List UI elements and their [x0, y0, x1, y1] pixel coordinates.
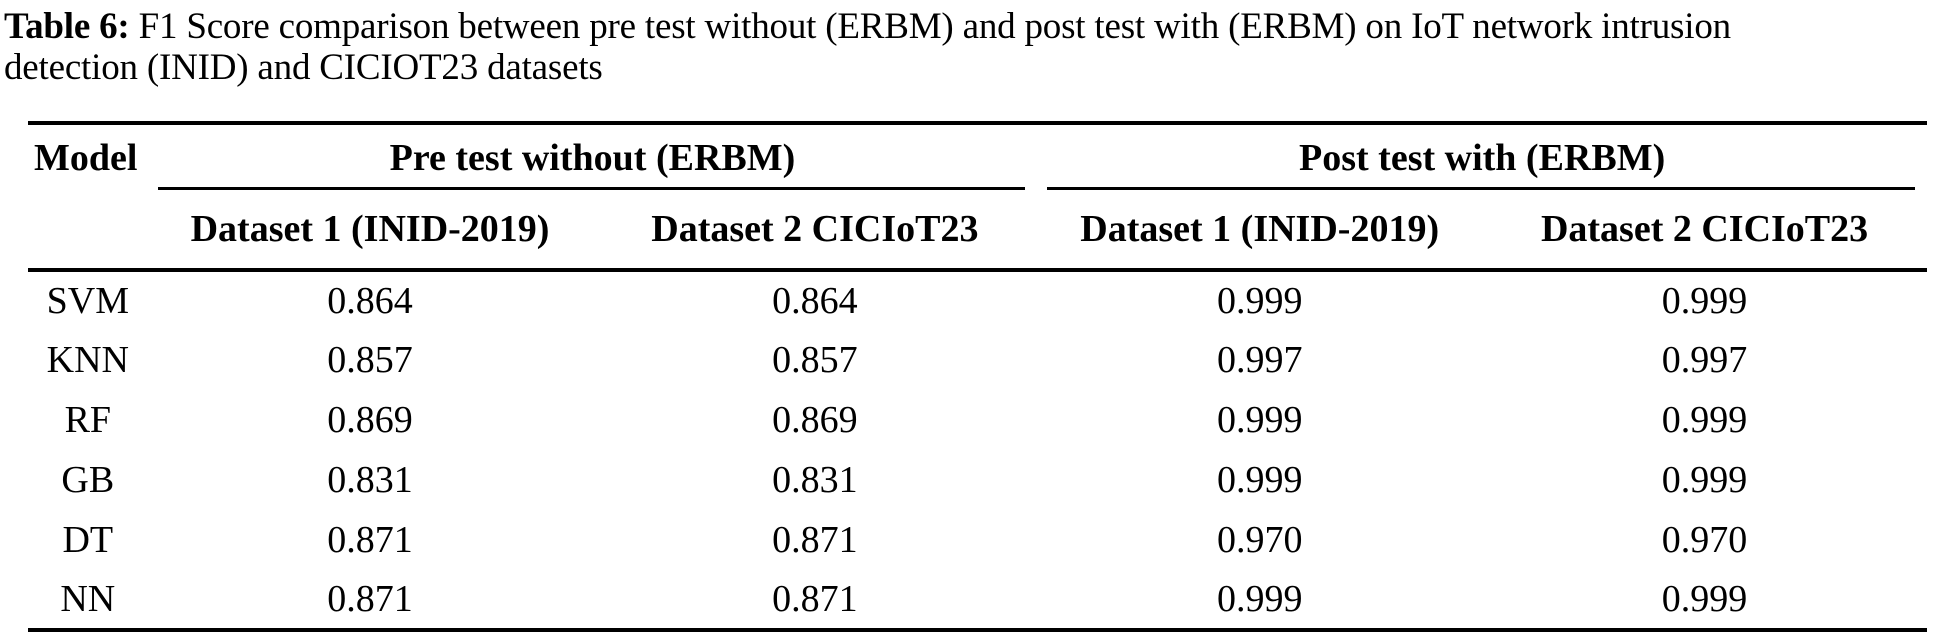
table-row-svm: SVM 0.864 0.864 0.999 0.999: [28, 270, 1927, 330]
group-header-pre-test: Pre test without (ERBM): [148, 123, 1038, 190]
f1-value: 0.831: [772, 459, 858, 501]
f1-value: 0.999: [1661, 280, 1748, 322]
table-caption-label: Table 6:: [4, 6, 130, 47]
f1-value: 0.970: [1661, 519, 1748, 561]
f1-value: 0.871: [327, 578, 413, 620]
table-row-gb: GB 0.831 0.831 0.999 0.999: [28, 450, 1927, 510]
f1-value: 0.997: [1661, 339, 1748, 381]
f1-value: 0.999: [1216, 399, 1303, 441]
f1-score-table: Model Pre test without (ERBM) Post test …: [28, 121, 1927, 632]
model-name: NN: [60, 578, 116, 620]
sub-header-post-dataset2: Dataset 2 CICIoT23: [1482, 190, 1927, 272]
model-name: RF: [64, 399, 112, 441]
f1-value: 0.970: [1216, 519, 1303, 561]
table-row-dt: DT 0.871 0.871 0.970 0.970: [28, 510, 1927, 570]
paper-page: Table 6: F1 Score comparison between pre…: [0, 6, 1954, 641]
model-name: KNN: [46, 339, 129, 381]
model-name: SVM: [46, 280, 129, 322]
f1-value: 0.999: [1216, 280, 1303, 322]
sub-header-pre-dataset1: Dataset 1 (INID-2019): [147, 190, 593, 272]
f1-value: 0.871: [327, 519, 413, 561]
model-name: DT: [62, 519, 114, 561]
table-caption: Table 6: F1 Score comparison between pre…: [4, 6, 1950, 88]
group-header-post-test: Post test with (ERBM): [1037, 123, 1927, 190]
f1-value: 0.999: [1216, 459, 1303, 501]
f1-value: 0.871: [772, 519, 858, 561]
sub-header-post-dataset1: Dataset 1 (INID-2019): [1037, 190, 1483, 272]
f1-value: 0.864: [772, 280, 858, 322]
f1-value: 0.864: [327, 280, 413, 322]
f1-value: 0.999: [1216, 578, 1303, 620]
sub-header-empty: [28, 190, 148, 272]
f1-value: 0.999: [1661, 459, 1748, 501]
table-row-nn: NN 0.871 0.871 0.999 0.999: [28, 570, 1927, 630]
f1-value: 0.831: [327, 459, 413, 501]
table-row-knn: KNN 0.857 0.857 0.997 0.997: [28, 330, 1927, 390]
f1-value: 0.857: [327, 339, 413, 381]
f1-value: 0.871: [772, 578, 858, 620]
f1-value: 0.869: [327, 399, 413, 441]
table-caption-line1: F1 Score comparison between pre test wit…: [138, 6, 1732, 47]
f1-value: 0.999: [1661, 399, 1748, 441]
f1-value: 0.857: [772, 339, 858, 381]
f1-value: 0.869: [772, 399, 858, 441]
f1-value: 0.999: [1661, 578, 1748, 620]
model-name: GB: [61, 459, 115, 501]
group-header-row: Model Pre test without (ERBM) Post test …: [28, 123, 1927, 190]
column-header-model: Model: [34, 136, 138, 179]
f1-value: 0.997: [1216, 339, 1303, 381]
table-caption-line2: detection (INID) and CICIOT23 datasets: [4, 47, 603, 88]
table-row-rf: RF 0.869 0.869 0.999 0.999: [28, 390, 1927, 450]
sub-header-row: Dataset 1 (INID-2019) Dataset 2 CICIoT23…: [28, 190, 1927, 272]
sub-header-pre-dataset2: Dataset 2 CICIoT23: [592, 190, 1038, 272]
